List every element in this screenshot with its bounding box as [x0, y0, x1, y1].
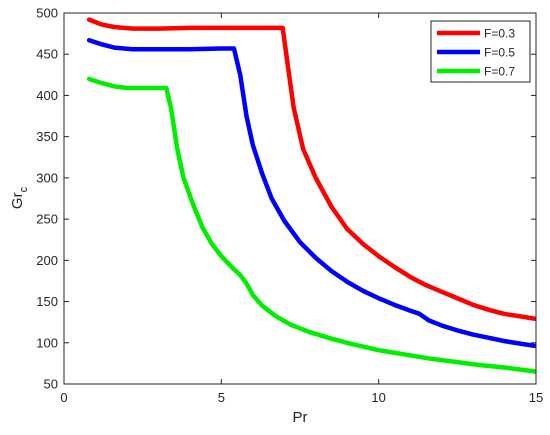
y-tick-label: 350	[36, 129, 58, 144]
y-tick-label: 500	[36, 6, 58, 21]
plot-frame	[63, 12, 537, 385]
y-axis-label-subscript: c	[18, 186, 30, 192]
series-line-1	[86, 17, 536, 322]
y-tick-label: 200	[36, 253, 58, 268]
x-axis-label: Pr	[293, 409, 308, 426]
y-tick-label: 300	[36, 170, 58, 185]
y-axis-label: Grc	[9, 186, 30, 209]
y-tick-label: 450	[36, 47, 58, 62]
x-tick-label: 5	[218, 390, 225, 405]
y-axis-label-main: Gr	[9, 192, 26, 209]
x-tick-label: 10	[371, 390, 385, 405]
legend: F=0.3 F=0.5 F=0.7	[430, 20, 531, 83]
x-tick-label: 15	[529, 390, 543, 405]
series-line-3	[86, 76, 536, 374]
y-tick-label: 100	[36, 335, 58, 350]
axis-ticks	[63, 12, 537, 385]
series-group	[86, 17, 536, 374]
series-line-2	[86, 37, 536, 349]
legend-label-2: F=0.5	[484, 46, 515, 60]
axis-tick-labels: 0 5 10 15 50 100 150 200 250 300 350 400 450 500	[36, 6, 543, 406]
y-tick-label: 250	[36, 212, 58, 227]
y-tick-label: 150	[36, 294, 58, 309]
x-tick-label: 0	[60, 390, 67, 405]
legend-label-3: F=0.7	[484, 65, 515, 79]
legend-label-1: F=0.3	[484, 27, 515, 41]
y-tick-label: 50	[44, 377, 58, 392]
y-tick-label: 400	[36, 88, 58, 103]
